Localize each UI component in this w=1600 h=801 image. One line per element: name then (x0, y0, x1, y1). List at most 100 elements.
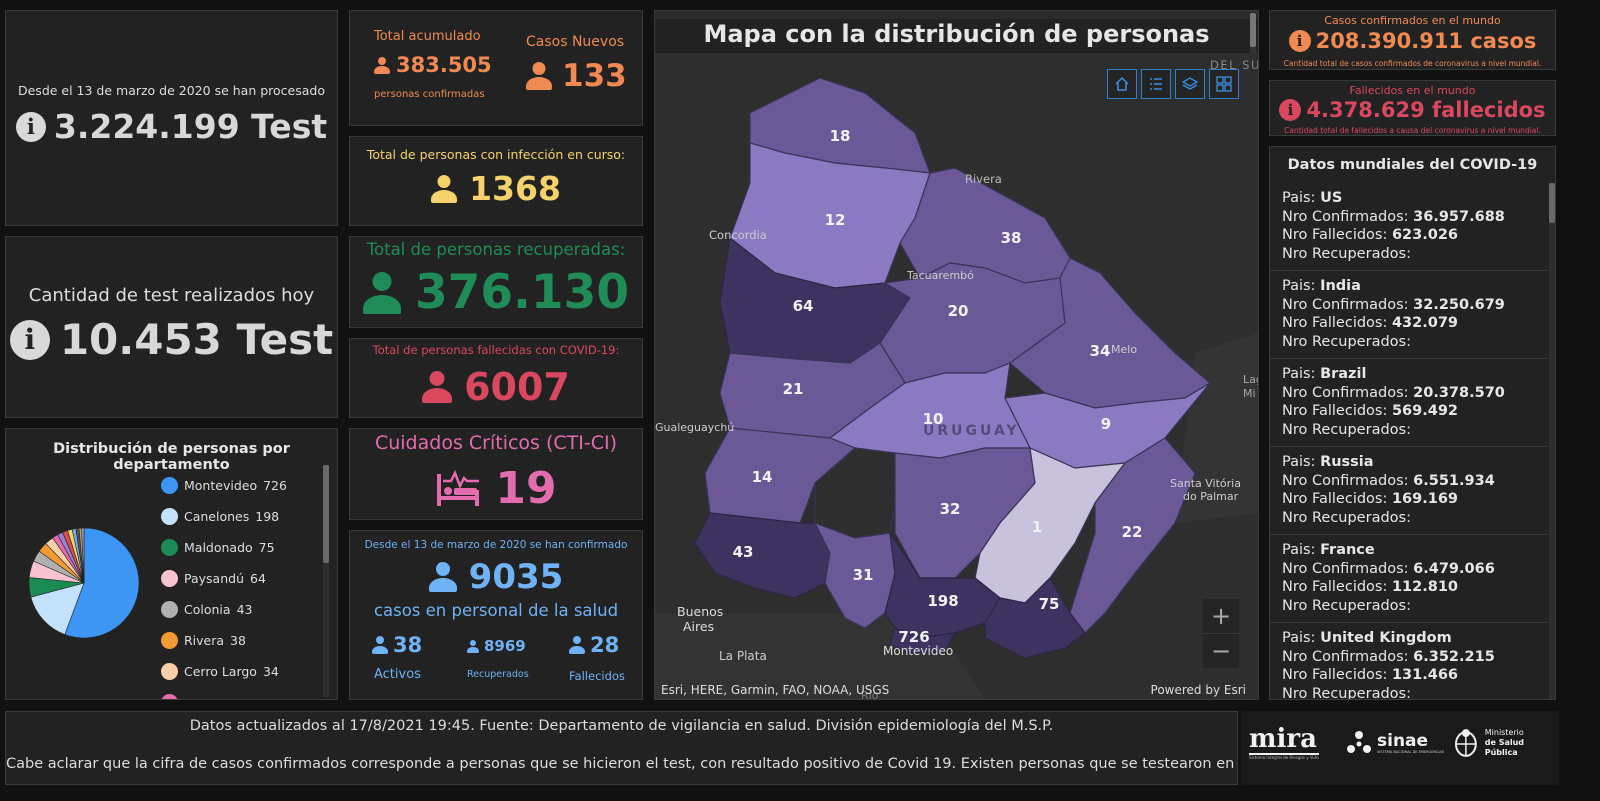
person-icon (526, 62, 552, 90)
map-panel: Mapa con la distribución de personas DEL… (654, 10, 1259, 700)
health-staff-panel: Desde el 13 de marzo de 2020 se han conf… (349, 530, 643, 700)
country-field-label: Nro Confirmados: (1282, 296, 1414, 313)
layers-button[interactable] (1175, 69, 1205, 99)
person-icon (428, 562, 457, 592)
sinae-logo: sinae SISTEMA NACIONAL DE EMERGENCIAS (1345, 729, 1444, 757)
country-field-label: Nro Recuperados: (1282, 245, 1411, 262)
country-field-label: Nro Confirmados: (1282, 648, 1414, 665)
country-field-label: Nro Fallecidos: (1282, 491, 1392, 507)
deceased-label: Total de personas fallecidas con COVID-1… (372, 343, 620, 357)
legend-item-name: Cerro Largo (184, 664, 257, 679)
svg-text:12: 12 (825, 211, 846, 229)
info-icon: i (15, 111, 46, 142)
footer-disclaimer-text: Cabe aclarar que la cifra de casos confi… (6, 756, 1237, 772)
pie-slice[interactable] (64, 527, 140, 639)
legend-item[interactable]: Paysandú 64 (161, 570, 266, 587)
country-field-label: Nro Recuperados: (1282, 685, 1411, 700)
staff-active-label: Activos (374, 667, 421, 682)
dept-rocha (1069, 437, 1196, 634)
distribution-panel: Distribución de personas por departament… (5, 428, 338, 700)
staff-deceased-label: Fallecidos (569, 669, 625, 683)
map-powered-by[interactable]: Powered by Esri (1150, 683, 1246, 697)
svg-text:URUGUAY: URUGUAY (923, 423, 1020, 439)
logos-panel: mira Sistema Integral de Riesgos y Vulne… (1241, 711, 1559, 785)
pie-slice[interactable] (81, 527, 85, 584)
staff-recovered-label: Recuperados (467, 669, 529, 680)
legend-color-dot (161, 570, 178, 587)
svg-text:32: 32 (940, 500, 961, 518)
info-icon: i (1288, 30, 1311, 52)
svg-text:Gualeguaychú: Gualeguaychú (655, 421, 734, 434)
legend-item[interactable]: Rivera 38 (161, 632, 246, 649)
country-field-label: Nro Fallecidos: (1282, 403, 1392, 419)
svg-text:Concordia: Concordia (709, 228, 767, 242)
basemap-button[interactable] (1209, 69, 1239, 99)
country-field-label: Pais: (1282, 190, 1321, 206)
country-field-value: 432.079 (1391, 315, 1459, 331)
zoom-in-button[interactable]: + (1203, 599, 1239, 633)
layers-icon (1182, 77, 1198, 90)
country-field-value: 131.466 (1391, 667, 1459, 683)
country-field-value: 569.492 (1391, 403, 1459, 419)
accumulated-panel: Total acumulado 383.505 personas confirm… (349, 10, 643, 126)
dept-soriano (704, 427, 857, 524)
recovered-label: Total de personas recuperadas: (366, 240, 626, 259)
recovered-value: 376.130 (414, 265, 630, 320)
country-field-value: 20.378.570 (1413, 384, 1505, 401)
legend-item-name: Paysandú (184, 571, 244, 586)
country-field-label: Nro Recuperados: (1282, 597, 1411, 614)
health-staff-sub: casos en personal de la salud (373, 601, 619, 620)
country-field-value: 623.026 (1391, 227, 1459, 243)
legend-color-dot (161, 539, 178, 556)
country-field-value: France (1320, 542, 1375, 558)
dept-canelones (884, 532, 1001, 639)
world-deaths-note: Cantidad total de fallecidos a causa del… (1284, 126, 1541, 135)
distribution-title: Distribución de personas por departament… (53, 441, 290, 473)
svg-text:31: 31 (853, 566, 874, 584)
legend-scrollbar-thumb[interactable] (323, 465, 329, 563)
svg-text:do Palmar: do Palmar (1183, 490, 1239, 503)
active-label: Total de personas con infección en curso… (366, 147, 626, 162)
legend-color-dot (161, 601, 178, 618)
country-field-label: Nro Confirmados: (1282, 384, 1414, 401)
map-title-scrollbar[interactable] (1250, 13, 1256, 53)
legend-item[interactable]: Canelones 198 (161, 508, 279, 525)
svg-text:Buenos: Buenos (677, 604, 723, 619)
country-field-label: Nro Fallecidos: (1282, 315, 1392, 331)
country-field-label: Nro Fallecidos: (1282, 579, 1392, 595)
pie-slice[interactable] (30, 582, 85, 635)
legend-item[interactable]: Montevideo 726 (161, 477, 287, 494)
country-field-label: Nro Recuperados: (1282, 509, 1411, 526)
active-value: 1368 (469, 169, 561, 208)
legend-item[interactable]: Colonia 43 (161, 601, 252, 618)
legend-item-value: 198 (255, 509, 280, 524)
accumulated-sub: personas confirmadas (374, 89, 485, 100)
zoom-out-button[interactable]: − (1203, 633, 1239, 668)
legend-button[interactable] (1141, 69, 1171, 99)
legend-color-dot (161, 694, 178, 699)
svg-text:DEL SUR: DEL SUR (1210, 58, 1258, 72)
legend-scrollbar[interactable] (323, 465, 329, 697)
uruguay-map[interactable]: DEL SUR Rivera Concordia Tacuarembó Melo… (655, 53, 1258, 699)
country-field-label: Pais: (1282, 278, 1321, 294)
hospital-bed-icon (437, 469, 480, 506)
legend-item[interactable]: Cerro Largo 34 (161, 663, 279, 680)
legend-item-value: 43 (236, 602, 253, 617)
info-icon: i (9, 319, 50, 360)
legend-item[interactable]: Maldonado 75 (161, 539, 275, 556)
active-panel: Total de personas con infección en curso… (349, 136, 643, 226)
svg-text:726: 726 (898, 628, 929, 646)
dept-montevideo (889, 627, 957, 654)
person-icon (372, 636, 388, 654)
distribution-pie-chart[interactable] (28, 527, 140, 639)
world-data-scrollbar-thumb[interactable] (1549, 183, 1555, 223)
world-data-scrollbar[interactable] (1549, 183, 1555, 699)
map-title-scrollbar-thumb[interactable] (1250, 13, 1256, 47)
deceased-value: 6007 (464, 365, 570, 409)
legend-color-dot (161, 632, 178, 649)
country-field-label: Pais: (1282, 366, 1321, 382)
home-button[interactable] (1107, 69, 1137, 99)
legend-item-name: Montevideo (184, 478, 258, 493)
country-field-value: Russia (1320, 454, 1374, 470)
recovered-panel: Total de personas recuperadas: 376.130 (349, 236, 643, 328)
